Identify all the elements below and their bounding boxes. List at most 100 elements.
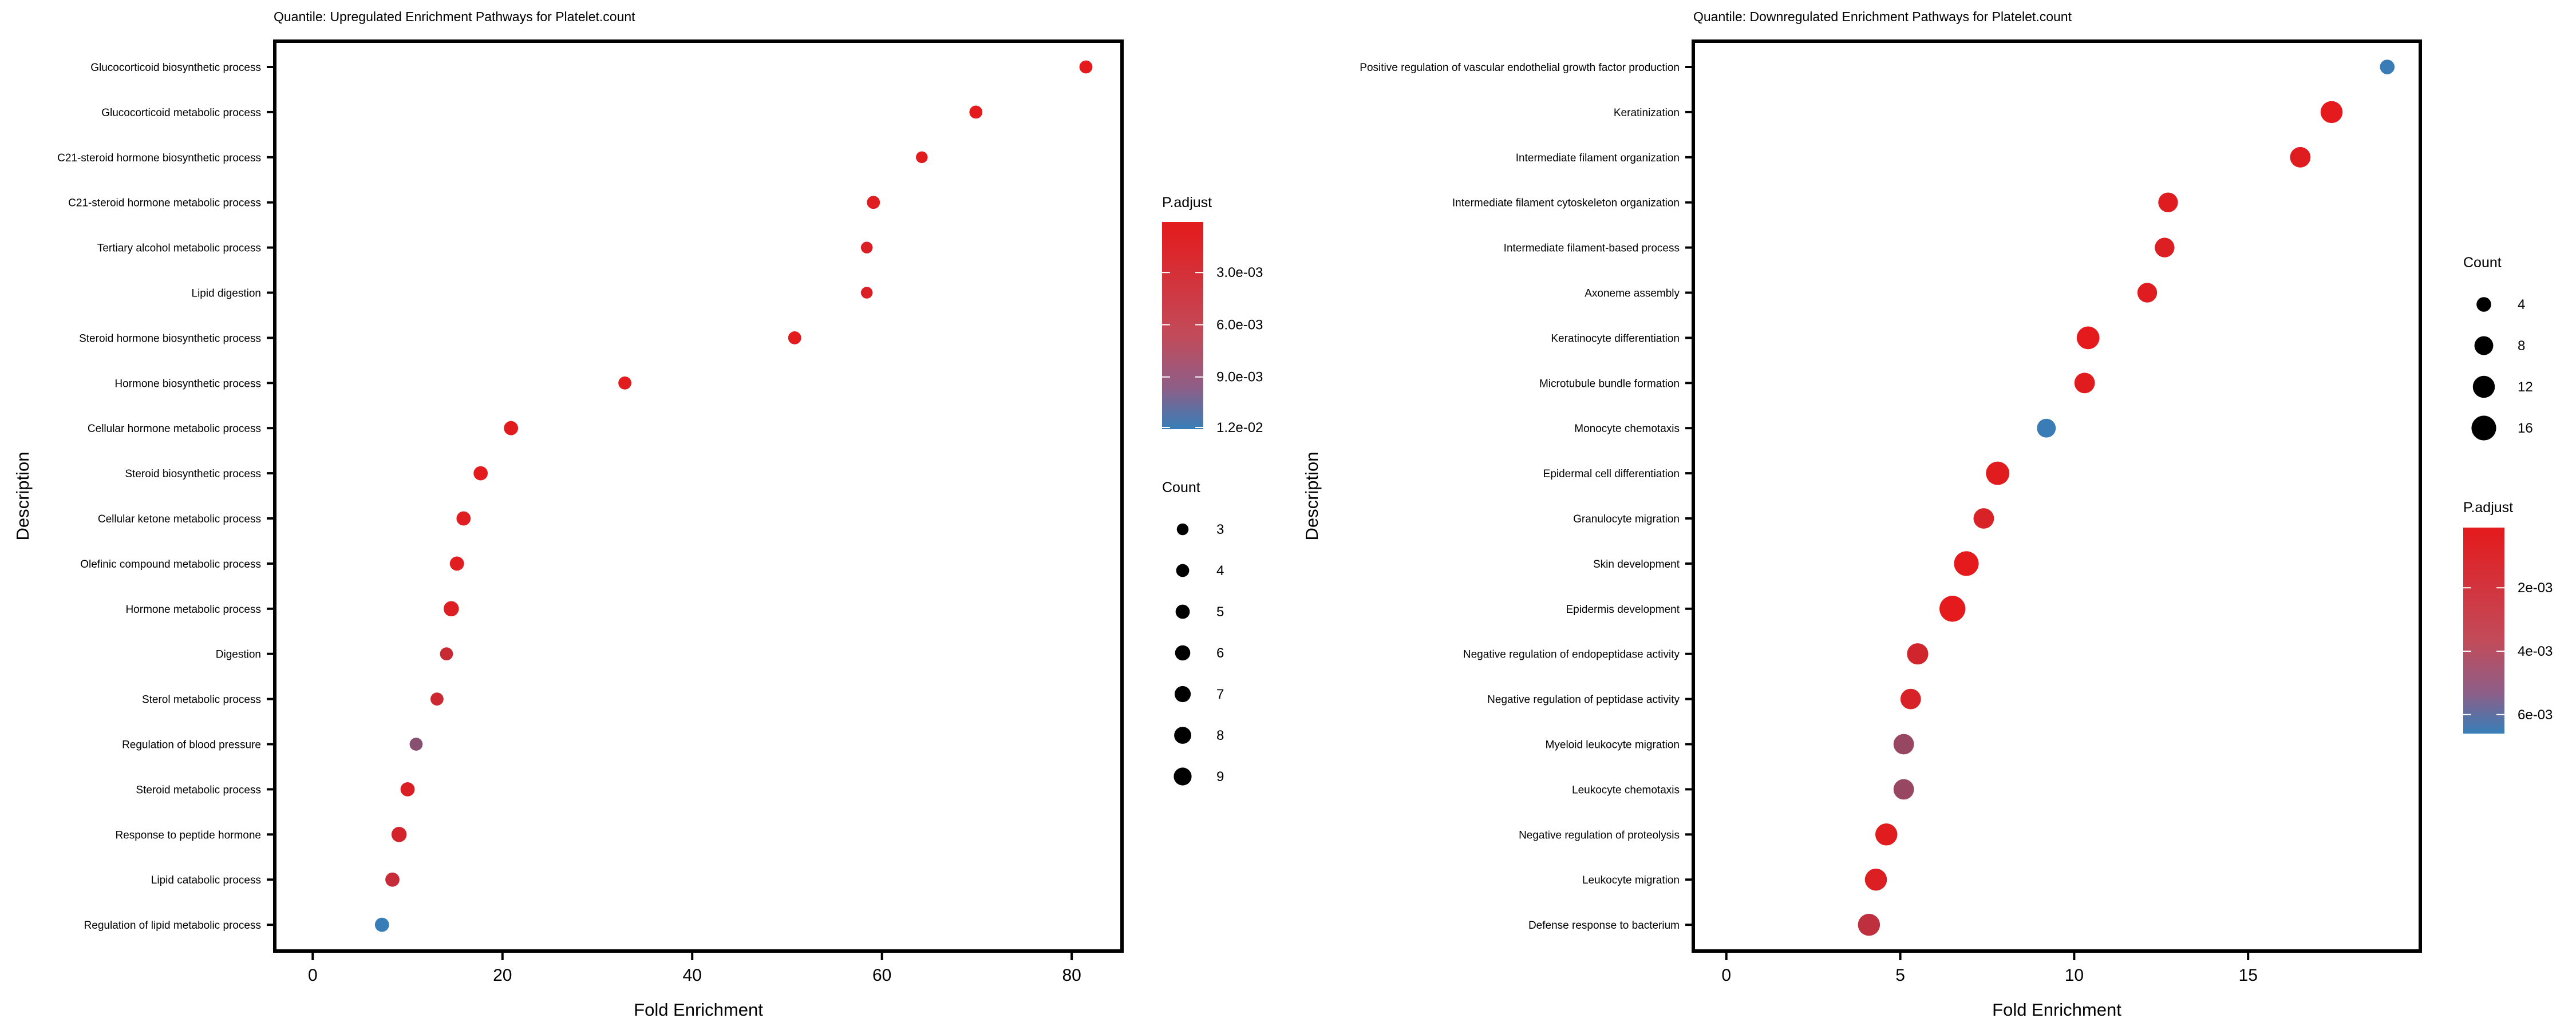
y-tick-label: C21-steroid hormone biosynthetic process — [57, 152, 261, 164]
y-tick-label: Leukocyte migration — [1582, 874, 1680, 886]
y-tick-label: Regulation of lipid metabolic process — [84, 920, 261, 932]
size-legend-label: 3 — [1216, 522, 1224, 537]
size-legend-label: 16 — [2518, 421, 2533, 436]
data-point — [2076, 326, 2100, 350]
size-legend-dot — [1174, 767, 1192, 786]
y-tick-label: Olefinic compound metabolic process — [80, 558, 261, 571]
plot-frame — [273, 39, 1124, 953]
y-tick-label: Positive regulation of vascular endothel… — [1360, 62, 1680, 74]
size-legend-dot — [1175, 604, 1190, 619]
data-point — [1858, 913, 1880, 936]
y-tick-label: Monocyte chemotaxis — [1574, 423, 1680, 435]
y-tick-label: Cellular hormone metabolic process — [88, 423, 261, 435]
size-legend-dot — [1174, 686, 1191, 703]
y-tick-label: Cellular ketone metabolic process — [98, 513, 261, 525]
size-legend-items: 3 4 5 6 7 8 9 — [1174, 522, 1224, 786]
data-point — [916, 151, 928, 164]
data-point — [1893, 734, 1914, 755]
x-axis-title: Fold Enrichment — [1992, 1000, 2121, 1020]
data-point — [1939, 596, 1966, 622]
data-point — [430, 692, 444, 706]
y-tick-label: Negative regulation of proteolysis — [1519, 829, 1680, 841]
y-tick-label: Tertiary alcohol metabolic process — [97, 243, 261, 255]
data-points — [374, 60, 1093, 932]
y-tick-label: Steroid metabolic process — [136, 784, 261, 796]
plot-frame — [1692, 39, 2422, 953]
y-tick-label: Response to peptide hormone — [115, 829, 261, 841]
data-point — [2155, 237, 2175, 258]
size-legend-dot — [1174, 727, 1191, 744]
color-legend-title: P.adjust — [1162, 195, 1212, 211]
chart-title: Quantile: Upregulated Enrichment Pathway… — [274, 9, 635, 24]
x-tick-label: 80 — [1062, 966, 1081, 985]
y-tick-labels: Glucocorticoid biosynthetic process Gluco… — [57, 62, 275, 932]
size-legend-dot — [2474, 336, 2494, 355]
color-legend-ticks: 3.0e-03 6.0e-03 9.0e-03 1.2e-02 — [1162, 265, 1263, 435]
data-point — [2137, 283, 2158, 303]
x-tick-label: 0 — [308, 966, 318, 985]
size-legend-dot — [1175, 645, 1191, 661]
y-tick-label: Sterol metabolic process — [142, 694, 261, 706]
data-point — [400, 782, 415, 797]
x-ticks: 0 5 10 15 — [1721, 951, 2258, 985]
data-point — [788, 331, 801, 344]
y-tick-label: Intermediate filament-based process — [1504, 243, 1680, 255]
y-tick-label: Axoneme assembly — [1585, 288, 1680, 300]
size-legend-label: 7 — [1216, 687, 1224, 702]
data-point — [456, 511, 471, 526]
data-point — [2074, 373, 2095, 394]
y-tick-label: Steroid hormone biosynthetic process — [79, 332, 261, 344]
size-legend-dot — [1176, 564, 1190, 577]
y-tick-label: Regulation of blood pressure — [122, 739, 261, 751]
y-tick-label: Hormone metabolic process — [125, 604, 261, 616]
color-legend-title: P.adjust — [2463, 500, 2513, 516]
data-point — [2380, 60, 2395, 74]
data-point — [504, 421, 519, 435]
y-tick-label: Negative regulation of peptidase activit… — [1487, 694, 1680, 706]
y-tick-label: Myeloid leukocyte migration — [1546, 739, 1680, 751]
size-legend-label: 6 — [1216, 645, 1224, 661]
data-point — [440, 647, 453, 661]
y-axis-title: Description — [13, 451, 33, 540]
y-tick-label: Glucocorticoid metabolic process — [101, 107, 261, 119]
data-point — [860, 287, 873, 299]
y-tick-label: Intermediate filament cytoskeleton organ… — [1452, 197, 1680, 209]
y-tick-label: Defense response to bacterium — [1528, 920, 1680, 932]
color-legend-label: 1.2e-02 — [1216, 420, 1263, 435]
data-point — [1875, 823, 1898, 846]
y-tick-label: Leukocyte chemotaxis — [1572, 784, 1680, 796]
data-point — [1973, 508, 1994, 529]
size-legend-label: 9 — [1216, 769, 1224, 785]
y-tick-labels: Positive regulation of vascular endothel… — [1360, 62, 1693, 932]
y-tick-label: Skin development — [1593, 558, 1680, 571]
data-point — [969, 105, 983, 119]
size-legend-label: 8 — [2518, 338, 2525, 354]
color-legend: P.adjust 3.0e-03 6.0e-03 9.0e-03 1.2e-02 — [1162, 195, 1263, 435]
data-point — [2320, 101, 2343, 124]
x-tick-label: 5 — [1895, 966, 1905, 985]
data-point — [1864, 868, 1887, 891]
data-point — [618, 376, 631, 390]
data-point — [1986, 461, 2010, 485]
data-point — [391, 827, 407, 842]
y-tick-label: Lipid digestion — [192, 288, 261, 300]
size-legend-label: 4 — [2518, 297, 2525, 312]
data-point — [1900, 688, 1921, 710]
x-tick-label: 60 — [872, 966, 891, 985]
data-point — [1079, 60, 1093, 74]
color-legend-label: 9.0e-03 — [1216, 370, 1263, 385]
size-legend-title: Count — [2463, 255, 2502, 271]
data-point — [867, 196, 880, 209]
size-legend-dot — [2476, 297, 2491, 312]
data-point — [374, 917, 389, 932]
panel-upregulated: Quantile: Upregulated Enrichment Pathway… — [13, 9, 1263, 1020]
color-legend-ticks: 2e-03 4e-03 6e-03 — [2463, 580, 2553, 723]
x-tick-label: 15 — [2239, 966, 2258, 985]
size-legend-label: 5 — [1216, 604, 1224, 620]
data-points — [1858, 60, 2395, 936]
size-legend-dot — [2471, 415, 2496, 441]
panel-downregulated: Quantile: Downregulated Enrichment Pathw… — [1302, 9, 2553, 1020]
size-legend-label: 8 — [1216, 728, 1224, 743]
